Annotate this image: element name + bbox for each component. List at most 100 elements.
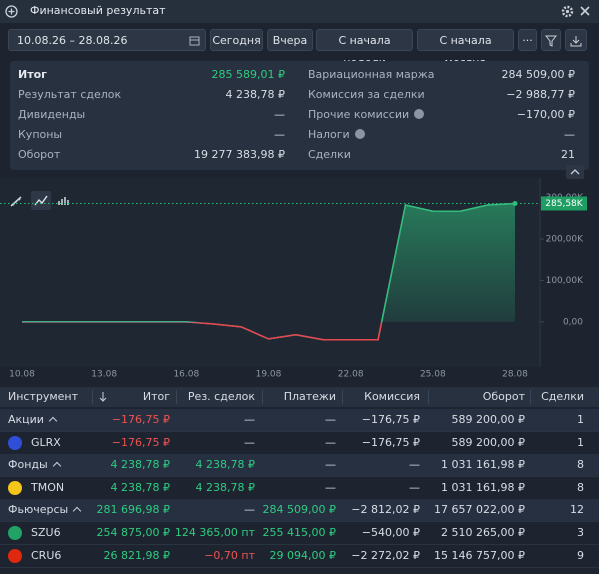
column-divider	[176, 390, 177, 404]
table-cell: 8	[577, 480, 584, 494]
column-header[interactable]: Платежи	[283, 390, 336, 403]
table-cell: 17 657 022,00 ₽	[434, 503, 525, 517]
summary-label: Купоны	[18, 128, 63, 141]
area	[381, 203, 515, 322]
collapse-button[interactable]	[566, 165, 584, 179]
x-tick-label: 13.08	[91, 370, 117, 380]
toolbar-button[interactable]: С начала недели	[316, 29, 413, 69]
close-icon[interactable]	[579, 5, 591, 17]
summary-label: Налоги	[308, 128, 350, 141]
instrument-name: SZU6	[31, 526, 61, 539]
table: Инструмент Итог Рез. сделок Платежи Комиссия…	[0, 387, 599, 574]
summary-value: 285 589,01 ₽	[211, 68, 285, 81]
summary-label: Дивиденды	[18, 108, 86, 121]
column-header[interactable]: Оборот	[482, 390, 525, 403]
column-divider	[262, 390, 263, 404]
summary-value: 19 277 383,98 ₽	[194, 148, 285, 161]
summary-value: 284 509,00 ₽	[501, 68, 575, 81]
filter-button[interactable]	[541, 29, 561, 51]
table-cell: 4 238,78 ₽	[110, 458, 170, 472]
x-tick-label: 16.08	[173, 370, 199, 380]
instrument-icon	[8, 480, 22, 495]
toolbar-button[interactable]: Сегодня	[210, 29, 263, 51]
chart: 0,00100,00K200,00K300,00K10.0813.0816.08…	[0, 178, 587, 380]
group-row[interactable]: Акции −176,75 ₽ — — −176,75 ₽ 589 200,00 ₽ 1	[0, 409, 599, 432]
toolbar-button[interactable]: С начала месяца	[417, 29, 514, 69]
toolbar-button[interactable]: ···	[518, 29, 537, 51]
download-button[interactable]	[565, 29, 587, 51]
caret-icon[interactable]	[48, 416, 58, 426]
summary-label: Итог	[18, 68, 47, 81]
instrument-row[interactable]: SZU6 254 875,00 ₽ 124 365,00 пт 255 415,00 …	[0, 522, 599, 545]
line-mode-button[interactable]	[31, 191, 51, 210]
table-cell: —	[244, 503, 255, 517]
summary-label: Оборот	[18, 148, 61, 161]
line-icon	[34, 195, 48, 206]
instrument-icon	[8, 526, 22, 540]
column-header[interactable]: Сделки	[541, 390, 584, 403]
table-cell: 1	[577, 413, 584, 426]
table-cell: —	[244, 435, 255, 449]
add-icon[interactable]	[5, 5, 18, 18]
instrument-name: GLRX	[31, 435, 61, 449]
x-tick-label: 10.08	[9, 370, 35, 380]
x-tick-label: 28.08	[502, 370, 528, 380]
x-tick-label: 22.08	[338, 370, 364, 380]
instrument-name: CRU6	[31, 548, 62, 562]
x-tick-label: 19.08	[256, 370, 282, 380]
caret-icon[interactable]	[72, 507, 82, 516]
group-row[interactable]: Фонды 4 238,78 ₽ 4 238,78 ₽ — — 1 031 161,98 …	[0, 454, 599, 478]
instrument-row[interactable]: CRU6 26 821,98 ₽ −0,70 пт 29 094,00 ₽ −2 272…	[0, 544, 599, 568]
last-value-label: 285,58K	[545, 199, 583, 209]
help-icon[interactable]	[414, 109, 425, 119]
table-cell: −176,75 ₽	[361, 413, 420, 426]
column-header[interactable]: Инструмент	[8, 390, 79, 403]
table-cell: —	[325, 480, 336, 494]
table-cell: —	[409, 480, 420, 494]
column-header[interactable]: Комиссия	[364, 390, 420, 403]
table-cell: 15 146 757,00 ₽	[434, 548, 525, 562]
ruler-icon[interactable]	[10, 196, 22, 207]
summary-value: 4 238,78 ₽	[225, 88, 285, 101]
group-name: Акции	[8, 413, 44, 426]
table-cell: 124 365,00 пт	[174, 526, 255, 539]
table-cell: 1 031 161,98 ₽	[441, 458, 525, 472]
instrument-row[interactable]: GLRX −176,75 ₽ — — −176,75 ₽ 589 200,00 ₽ 1	[0, 431, 599, 455]
group-name: Фонды	[8, 458, 48, 472]
table-header: Инструмент Итог Рез. сделок Платежи Комиссия…	[0, 387, 599, 407]
date-range-text: 10.08.26 – 28.08.26	[17, 34, 128, 47]
filter-icon	[544, 35, 558, 47]
line-positive	[22, 202, 516, 322]
summary-label: Сделки	[308, 148, 351, 161]
table-cell: −540,00 ₽	[361, 526, 420, 539]
x-tick-label: 25.08	[420, 370, 446, 380]
summary-value: −2 988,77 ₽	[506, 88, 575, 101]
y-tick-label: 100,00K	[546, 276, 584, 286]
sort-icon[interactable]	[99, 392, 107, 402]
table-cell: —	[325, 458, 336, 472]
caret-icon[interactable]	[52, 461, 61, 471]
instrument-icon	[8, 548, 22, 563]
calendar-icon	[189, 36, 200, 46]
table-cell: 589 200,00 ₽	[451, 435, 525, 449]
column-divider	[428, 390, 429, 404]
summary-value: −170,00 ₽	[516, 108, 575, 121]
last-point	[512, 200, 518, 206]
settings-icon[interactable]	[561, 5, 574, 18]
summary-value: —	[274, 128, 285, 141]
y-tick-label: 200,00K	[546, 234, 584, 244]
table-cell: 4 238,78 ₽	[195, 458, 255, 472]
toolbar-button[interactable]: Вчера	[267, 29, 313, 51]
column-header[interactable]: Итог	[142, 390, 170, 403]
date-range[interactable]: 10.08.26 – 28.08.26	[8, 29, 206, 51]
instrument-row[interactable]: TMON 4 238,78 ₽ 4 238,78 ₽ — — 1 031 161,98 ₽…	[0, 476, 599, 500]
instrument-icon	[8, 435, 22, 450]
help-icon[interactable]	[354, 129, 365, 139]
table-cell: 284 509,00 ₽	[262, 503, 336, 517]
table-cell: 29 094,00 ₽	[269, 548, 336, 562]
column-header[interactable]: Рез. сделок	[187, 390, 255, 403]
summary-label: Комиссия за сделки	[308, 88, 425, 101]
table-cell: 2 510 265,00 ₽	[441, 526, 525, 539]
group-row[interactable]: Фьючерсы 281 696,98 ₽ — 284 509,00 ₽ −2 812,…	[0, 499, 599, 523]
bars-icon[interactable]	[58, 197, 69, 205]
